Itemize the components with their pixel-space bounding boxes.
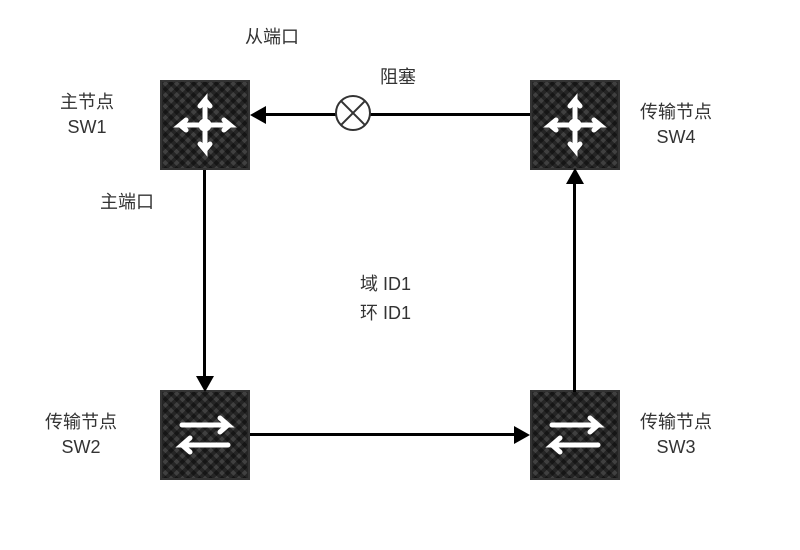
master-port-text: 主端口 — [100, 192, 154, 212]
edge-sw3-sw4 — [573, 182, 576, 392]
node-sw3 — [530, 390, 620, 480]
slave-port-text: 从端口 — [245, 27, 299, 47]
node-box-sw3 — [530, 390, 620, 480]
router-icon — [540, 90, 610, 160]
node-box-sw4 — [530, 80, 620, 170]
arrowhead-sw2-sw3 — [514, 426, 530, 444]
label-sw3-text: 传输节点SW3 — [640, 412, 712, 457]
center-label: 域 ID1 环 ID1 — [360, 270, 411, 328]
edge-sw1-sw2 — [203, 170, 206, 380]
edge-sw4-sw1 — [262, 113, 530, 116]
label-sw2: 传输节点SW2 — [45, 410, 117, 460]
router-icon — [170, 90, 240, 160]
arrowhead-sw4-sw1 — [250, 106, 266, 124]
node-sw1 — [160, 80, 250, 170]
label-sw3: 传输节点SW3 — [640, 410, 712, 460]
center-line1: 域 ID1 — [360, 270, 411, 299]
arrowhead-sw3-sw4 — [566, 168, 584, 184]
label-sw1-line1: 主节点SW1 — [60, 92, 114, 137]
node-sw2 — [160, 390, 250, 480]
block-icon — [335, 95, 371, 131]
label-sw2-text: 传输节点SW2 — [45, 412, 117, 457]
switch-icon — [540, 400, 610, 470]
center-line2: 环 ID1 — [360, 299, 411, 328]
arrowhead-sw1-sw2 — [196, 376, 214, 392]
node-sw4 — [530, 80, 620, 170]
node-box-sw1 — [160, 80, 250, 170]
node-box-sw2 — [160, 390, 250, 480]
slave-port-label: 从端口 — [245, 25, 299, 50]
block-text: 阻塞 — [380, 67, 416, 87]
label-sw1: 主节点SW1 — [60, 90, 114, 140]
switch-icon — [170, 400, 240, 470]
block-label: 阻塞 — [380, 65, 416, 90]
label-sw4: 传输节点SW4 — [640, 100, 712, 150]
master-port-label: 主端口 — [100, 190, 154, 215]
edge-sw2-sw3 — [250, 433, 518, 436]
label-sw4-text: 传输节点SW4 — [640, 102, 712, 147]
